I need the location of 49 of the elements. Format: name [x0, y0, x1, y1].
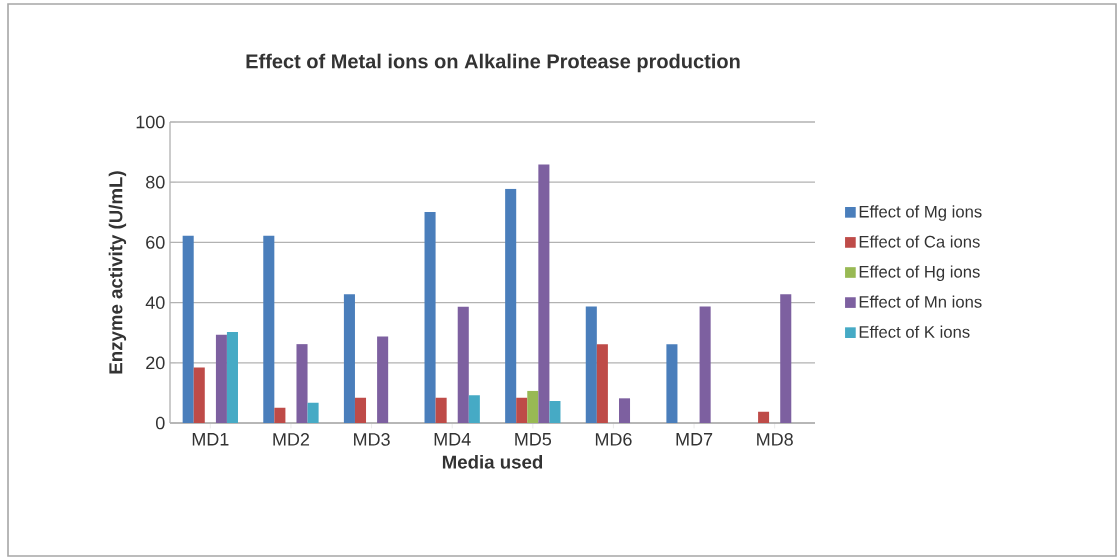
- bar: [215, 334, 227, 423]
- x-tick-label: MD6: [595, 433, 632, 446]
- bar: [182, 235, 194, 423]
- bar: [193, 367, 205, 423]
- bar: [505, 188, 517, 423]
- bar: [780, 294, 792, 423]
- y-tick-label: 80: [146, 175, 165, 189]
- bar: [699, 306, 711, 423]
- bar: [468, 395, 480, 423]
- bar: [263, 235, 275, 423]
- y-tick-label: 40: [145, 296, 165, 309]
- bar: [457, 306, 469, 423]
- x-tick-label: MD4: [434, 433, 471, 446]
- legend-label: Effect of Mn ions: [859, 295, 982, 308]
- bar: [758, 411, 770, 423]
- x-tick-label: MD7: [676, 433, 713, 446]
- y-tick-label: 20: [146, 356, 165, 370]
- bar: [296, 344, 308, 423]
- bar: [343, 294, 355, 423]
- y-axis-title: Enzyme activity (U/mL): [108, 171, 127, 374]
- chart-title: Effect of Metal ions on Alkaline Protease production: [246, 53, 740, 73]
- bar: [527, 390, 539, 423]
- y-tick-label: 0: [156, 416, 165, 430]
- bar: [549, 401, 561, 423]
- x-tick-label: MD5: [515, 433, 552, 446]
- y-tick-label: 100: [136, 115, 165, 129]
- bar: [226, 332, 238, 423]
- bar: [666, 344, 678, 423]
- bar: [435, 397, 447, 423]
- bar: [424, 212, 436, 423]
- bar: [377, 336, 389, 423]
- bar: [274, 407, 286, 423]
- x-tick-label: MD1: [192, 433, 229, 446]
- legend-label: Effect of Hg ions: [859, 265, 980, 281]
- x-axis-title: Media used: [442, 454, 543, 469]
- x-tick-label: MD3: [354, 433, 390, 446]
- bar: [307, 402, 319, 423]
- bar: [354, 397, 367, 423]
- x-tick-label: MD8: [757, 433, 793, 446]
- bar: [516, 397, 528, 423]
- bar: [596, 344, 608, 423]
- y-tick-label: 60: [146, 236, 165, 249]
- legend-label: Effect of Mg ions: [859, 205, 982, 221]
- bar: [585, 306, 597, 423]
- x-tick-label: MD2: [273, 433, 310, 446]
- legend-label: Effect of K ions: [859, 325, 970, 338]
- bar: [618, 398, 631, 423]
- bar: [538, 164, 550, 423]
- legend-label: Effect of Ca ions: [859, 235, 980, 248]
